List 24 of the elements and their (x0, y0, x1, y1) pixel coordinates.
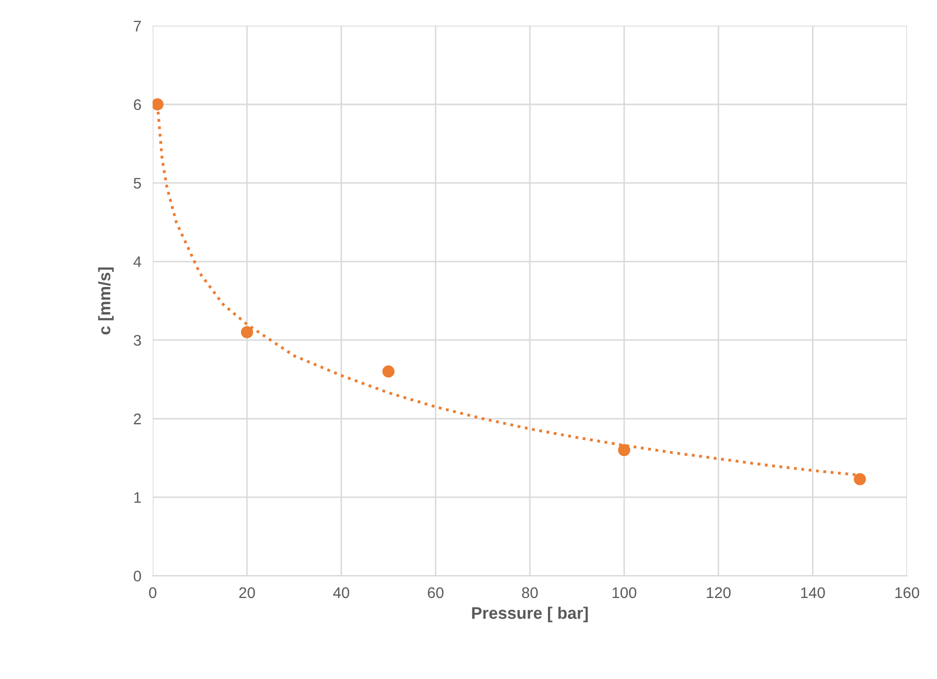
x-tick-label: 20 (239, 587, 255, 598)
y-tick-label: 7 (134, 20, 141, 32)
x-tick-label: 160 (895, 587, 920, 598)
x-tick-label: 0 (149, 587, 156, 598)
x-tick-label: 140 (801, 587, 825, 598)
point (382, 365, 395, 378)
y-tick-label: 0 (134, 570, 142, 582)
x-tick-label: 40 (333, 587, 350, 598)
y-tick-label: 3 (134, 334, 141, 346)
x-tick-label: 60 (428, 587, 444, 598)
point (854, 473, 866, 486)
y-tick-label: 5 (134, 178, 141, 189)
y-axis-title: c [mm/s] (98, 267, 114, 334)
point (240, 326, 254, 338)
y-tick-label: 4 (133, 256, 142, 268)
point (618, 444, 630, 456)
point (152, 98, 164, 110)
y-tick-label: 6 (134, 99, 141, 110)
y-tick-label: 1 (134, 492, 141, 503)
x-tick-label: 100 (612, 587, 636, 598)
x-axis-title: Pressure [ bar] (472, 606, 588, 622)
x-tick-label: 120 (706, 587, 731, 598)
x-tick-label: 80 (522, 587, 538, 598)
y-tick-label: 2 (134, 414, 141, 424)
